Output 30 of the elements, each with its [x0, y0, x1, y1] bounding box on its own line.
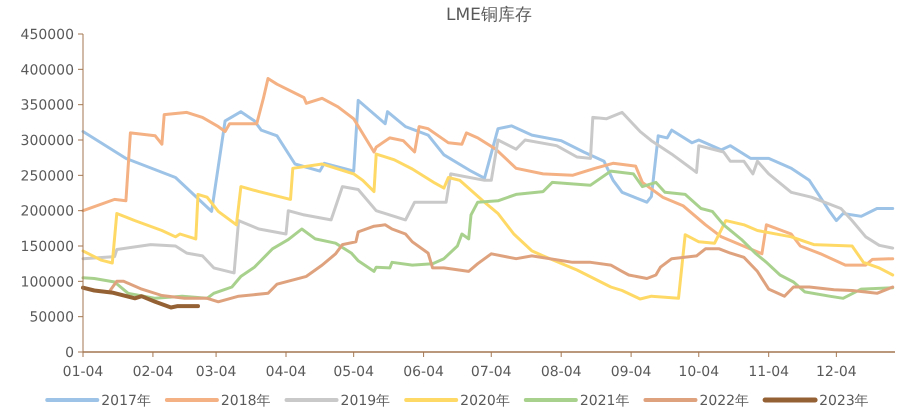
y-tick-label: 100000: [20, 274, 74, 290]
legend-label: 2020年: [460, 393, 510, 409]
x-tick-label: 04-04: [266, 364, 306, 380]
x-tick-label: 01-04: [62, 364, 104, 380]
y-tick-label: 250000: [20, 168, 74, 184]
x-tick-label: 11-04: [748, 364, 790, 380]
y-tick-label: 350000: [20, 98, 74, 114]
y-tick-label: 400000: [20, 62, 74, 78]
legend-label: 2023年: [819, 393, 869, 409]
x-tick-label: 03-04: [196, 364, 237, 380]
legend-label: 2017年: [101, 393, 151, 409]
y-tick-label: 0: [65, 345, 74, 361]
x-tick-label: 12-04: [816, 364, 857, 380]
y-tick-label: 50000: [29, 310, 74, 326]
legend-label: 2021年: [580, 393, 630, 409]
y-tick-label: 200000: [20, 204, 74, 220]
x-tick-label: 06-04: [403, 364, 444, 380]
x-tick-label: 10-04: [678, 364, 720, 380]
x-tick-label: 07-04: [470, 364, 512, 380]
x-tick-label: 09-04: [610, 364, 652, 380]
x-tick-label: 02-04: [132, 364, 174, 380]
legend-label: 2022年: [699, 393, 750, 409]
y-tick-label: 450000: [20, 27, 74, 43]
y-tick-label: 300000: [20, 133, 74, 149]
legend-label: 2018年: [220, 393, 271, 409]
y-tick-label: 150000: [20, 239, 74, 255]
x-tick-label: 08-04: [540, 364, 582, 380]
legend-label: 2019年: [340, 393, 390, 409]
chart-title: LME铜库存: [446, 5, 532, 25]
x-tick-label: 05-04: [333, 364, 374, 380]
